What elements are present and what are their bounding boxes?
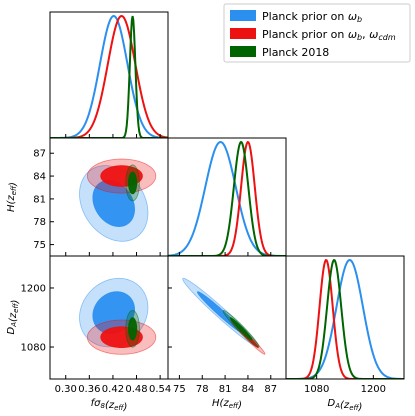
x-axis-label-fs8: fσ8(zeff) (91, 398, 128, 413)
panel-frame (285, 255, 405, 380)
y-tick-label-H: 87 (33, 149, 46, 160)
panel-frame (49, 11, 169, 139)
marginal-curve-DA-series-0 (286, 259, 404, 379)
legend-swatch-1 (230, 28, 256, 39)
x-tick-label-fs8: 0.42 (102, 384, 124, 395)
x-axis-label-DA: DA(zeff) (328, 398, 363, 413)
legend-entry-0: Planck prior on ωb​ (262, 10, 362, 24)
x-tick-label-fs8: 0.36 (78, 384, 100, 395)
y-tick-label-H: 84 (33, 172, 46, 183)
legend-swatch-2 (230, 46, 256, 57)
contour-68-series-0 (92, 179, 135, 227)
panel-DA-vs-H (167, 255, 287, 380)
panel-H-vs-fs8 (49, 137, 169, 257)
y-tick-label-DA: 1200 (21, 283, 46, 294)
marginal-curve-fs8-series-0 (50, 15, 168, 138)
legend: Planck prior on ωb​ Planck prior on ωb, ω… (223, 3, 411, 63)
y-axis-label-H: H(zeff) (6, 182, 19, 212)
y-tick-label-DA: 1080 (21, 343, 46, 354)
panel-fs8-vs-fs8 (49, 11, 169, 139)
marginal-curve-fs8-series-1 (50, 14, 168, 138)
x-tick-label-DA: 1200 (361, 384, 386, 395)
x-tick-label-H: 81 (219, 384, 232, 395)
panels-layer: 0.30 0.36 0.42 0.48 0.54 75 78 81 84 87 1080 120075… (6, 11, 405, 413)
x-tick-label-H: 75 (173, 384, 186, 395)
x-axis-label-H: H(zeff) (212, 398, 242, 411)
panel-DA-vs-DA (285, 255, 405, 380)
y-tick-label-H: 75 (33, 240, 46, 251)
y-tick-label-H: 78 (33, 217, 46, 228)
panel-DA-vs-fs8 (49, 255, 169, 380)
contour-68-series-2 (128, 317, 138, 341)
x-tick-label-H: 78 (196, 384, 209, 395)
x-tick-label-H: 84 (242, 384, 255, 395)
x-tick-label-H: 87 (264, 384, 277, 395)
panel-H-vs-H (167, 137, 287, 257)
legend-entry-2: Planck 2018 (262, 46, 329, 59)
contour-68-series-2 (229, 317, 253, 341)
legend-box (223, 3, 411, 63)
x-tick-label-fs8: 0.54 (149, 384, 171, 395)
legend-entry-1: Planck prior on ωb, ωcdm (262, 28, 396, 42)
contour-68-series-2 (128, 171, 138, 195)
legend-swatch-0 (230, 10, 256, 21)
marginal-curve-DA-series-1 (286, 258, 404, 379)
y-axis-label-DA: DA(zeff) (6, 300, 21, 335)
x-tick-label-DA: 1080 (304, 384, 329, 395)
y-tick-label-H: 81 (33, 194, 46, 205)
marginal-curve-DA-series-2 (286, 258, 404, 379)
x-tick-label-fs8: 0.30 (55, 384, 77, 395)
marginal-curve-fs8-series-2 (50, 15, 168, 138)
marginal-curve-H-series-1 (168, 140, 286, 256)
x-tick-label-fs8: 0.48 (125, 384, 147, 395)
marginal-curve-H-series-2 (168, 140, 286, 256)
